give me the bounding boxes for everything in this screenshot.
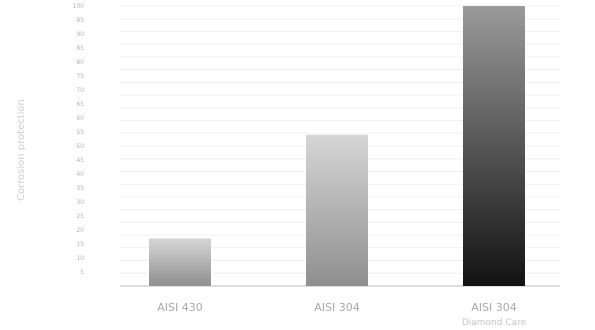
y-tick-label: 20 (76, 227, 84, 234)
x-category-sublabel: Diamond Care (462, 318, 527, 328)
y-tick-label: 75 (76, 73, 84, 80)
y-tick-label: 25 (76, 213, 84, 220)
y-tick-label: 90 (76, 31, 84, 38)
y-tick-label: 40 (76, 171, 84, 178)
y-tick-label: 10 (76, 255, 84, 262)
y-tick-label: 80 (76, 59, 84, 66)
y-tick-label: 30 (76, 199, 84, 206)
y-tick-label: 5 (80, 269, 84, 276)
bar-2 (306, 134, 368, 286)
y-tick-labels: 5 10 15 20 25 30 35 40 45 50 55 60 65 70 75 80 85 90 95 100 (73, 3, 85, 276)
y-tick-label: 70 (76, 87, 84, 94)
y-tick-label: 55 (76, 129, 84, 136)
y-axis-title: Corrosion protection (16, 99, 27, 201)
bar-3 (463, 6, 525, 286)
x-category-label: AISI 304 (314, 301, 360, 314)
y-tick-label: 100 (73, 3, 85, 10)
bars (149, 6, 525, 286)
y-tick-label: 45 (76, 157, 84, 164)
x-category-labels: AISI 430 AISI 304 AISI 304 Diamond Care (157, 301, 526, 328)
x-category-label: AISI 430 (157, 301, 203, 314)
y-tick-label: 95 (76, 17, 84, 24)
y-tick-label: 35 (76, 185, 84, 192)
y-tick-label: 60 (76, 115, 84, 122)
y-tick-label: 65 (76, 101, 84, 108)
x-category-label: AISI 304 (471, 301, 517, 314)
y-tick-label: 50 (76, 143, 84, 150)
y-tick-label: 85 (76, 45, 84, 52)
bar-1 (149, 238, 211, 286)
y-tick-label: 15 (76, 241, 84, 248)
